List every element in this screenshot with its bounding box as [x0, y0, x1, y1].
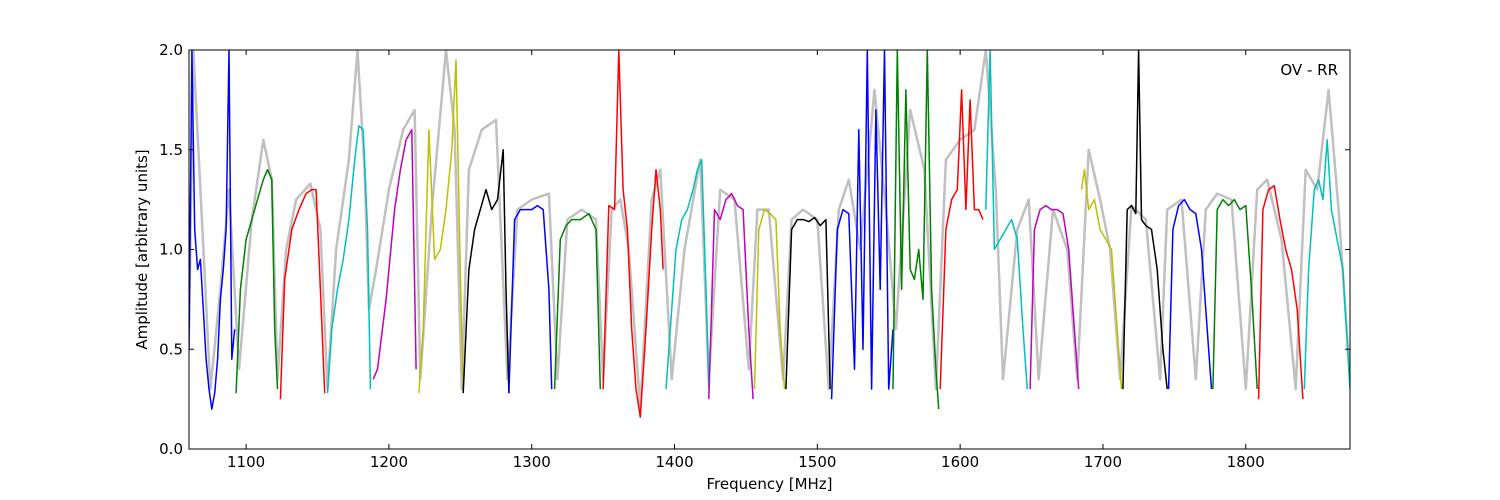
plot-frame: [188, 49, 1351, 450]
series-line-23: [1212, 198, 1258, 390]
series-line-17: [939, 89, 984, 390]
series-line-18: [985, 50, 1029, 390]
series-line-10: [602, 50, 664, 418]
series-line-20: [1080, 168, 1123, 390]
plot-area: [189, 50, 1350, 418]
panel-annotation: OV - RR: [1280, 61, 1338, 79]
series-line-16: [892, 50, 940, 410]
x-tick-label: 1300: [513, 453, 551, 471]
x-axis-label: Frequency [MHz]: [706, 475, 832, 493]
series-line-13: [753, 208, 786, 390]
series-line-24: [1257, 184, 1304, 400]
series-line-22: [1167, 198, 1213, 390]
y-tick-label: 1.0: [159, 241, 183, 259]
series-line-9: [553, 212, 602, 390]
x-tick-label: 1200: [370, 453, 408, 471]
series-line-25: [1303, 139, 1350, 390]
series-line-21: [1122, 50, 1168, 390]
x-tick-label: 1500: [798, 453, 836, 471]
series-line-11: [665, 158, 710, 390]
series-line-14: [785, 216, 831, 390]
x-tick-label: 1700: [1084, 453, 1122, 471]
y-tick-label: 1.5: [159, 141, 183, 159]
series-line-8: [508, 204, 553, 394]
series-line-4: [326, 125, 372, 394]
x-tick-label: 1600: [941, 453, 979, 471]
y-tick-label: 0.0: [159, 440, 183, 458]
background-trace-line: [189, 50, 1350, 411]
x-tick-label: 1100: [227, 453, 265, 471]
series-line-19: [1029, 204, 1080, 390]
series-line-12: [708, 192, 754, 400]
series-line-6: [418, 59, 464, 394]
series-line-3: [279, 188, 326, 400]
series-line-15: [830, 50, 894, 400]
y-axis-label: Amplitude [arbitrary units]: [133, 149, 151, 349]
y-tick-label: 2.0: [159, 41, 183, 59]
series-line-7: [462, 149, 510, 394]
series-line-5: [372, 129, 417, 380]
axis-ticks: 1100 1200 1300 1400 1500 1600 1700 1800 0.0 0.5 1.…: [159, 41, 1350, 471]
x-tick-label: 1400: [655, 453, 693, 471]
series-line-2: [235, 168, 279, 394]
x-tick-label: 1800: [1227, 453, 1265, 471]
series-line-1: [189, 50, 236, 410]
y-tick-label: 0.5: [159, 340, 183, 358]
